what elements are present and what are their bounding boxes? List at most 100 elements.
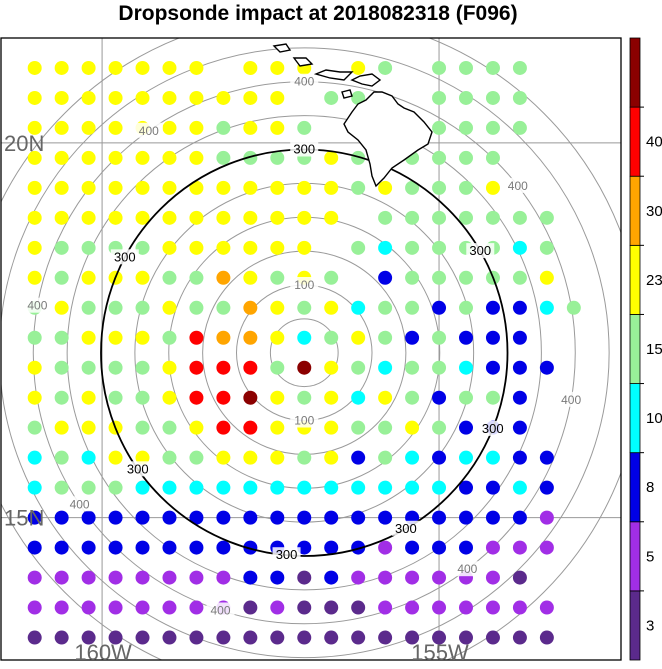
impact-point [243,210,258,225]
impact-point [108,90,123,105]
impact-point [81,60,96,75]
impact-point [270,330,285,345]
impact-point [27,570,42,585]
ring-label-bg [206,602,235,618]
range-ring [269,318,339,388]
impact-point [459,480,473,495]
impact-point [297,390,312,405]
impact-point [81,150,96,165]
impact-point [216,210,231,225]
impact-point [270,450,285,465]
impact-point [351,450,366,465]
impact-point [512,420,527,435]
impact-point [216,510,231,525]
impact-point [512,270,527,285]
impact-point [351,150,366,165]
colorbar-label: 3 [646,617,654,634]
impact-point [243,360,258,375]
impact-point [27,390,42,405]
impact-point [270,300,285,315]
ring-label-bg [65,496,94,512]
ring-label-bg [453,561,482,577]
impact-point [54,360,69,375]
impact-point [162,390,177,405]
impact-point [351,540,366,555]
impact-point [378,300,393,315]
impact-point [485,600,500,615]
impact-point [189,480,204,495]
impact-point [297,330,312,345]
impact-point [135,270,150,285]
ring-label: 400 [139,124,159,138]
impact-point [351,630,366,645]
ring-label-300: 300 [127,461,149,476]
impact-point [351,390,366,405]
impact-point [27,510,42,525]
impact-point [27,450,42,465]
impact-point [324,270,339,285]
impact-point [108,210,123,225]
impact-point [243,630,258,645]
impact-point [297,360,312,375]
impact-point [405,390,420,405]
impact-point [432,420,447,435]
impact-point [108,300,123,315]
impact-point [189,60,204,75]
impact-point [243,390,258,405]
impact-point [405,180,420,195]
impact-point [216,570,231,585]
impact-point [459,540,473,555]
impact-point [378,600,393,615]
impact-point [27,240,42,255]
impact-point [108,390,123,405]
impact-point [459,150,473,165]
impact-point [324,600,339,615]
impact-point [324,540,339,555]
impact-point [459,270,473,285]
impact-point [539,360,554,375]
impact-point [485,540,500,555]
impact-point [162,570,177,585]
colorbar-label: 40 [646,134,662,151]
impact-point [378,60,393,75]
impact-point [459,300,473,315]
impact-point [54,150,69,165]
impact-point [27,90,42,105]
impact-point [485,120,500,135]
ring-label: 400 [457,562,477,576]
impact-point [432,90,447,105]
impact-point [27,330,42,345]
impact-point [189,120,204,135]
colorbar-swatch [629,521,641,592]
ring-label-bg [466,243,495,259]
impact-point [189,330,204,345]
impact-point [405,300,420,315]
ring-label-bg [272,547,301,563]
impact-point [297,210,312,225]
ring-label-300: 300 [293,141,315,156]
impact-point [162,240,177,255]
impact-point [378,540,393,555]
impact-point [270,600,285,615]
impact-point [297,450,312,465]
impact-point [162,420,177,435]
impact-point [108,180,123,195]
impact-point [27,360,42,375]
impact-point [243,240,258,255]
colorbar-label: 8 [646,479,654,496]
impact-point [162,120,177,135]
ring-label-bg [503,177,532,193]
impact-point [539,600,554,615]
impact-point [512,510,527,525]
ring-label: 400 [294,75,314,89]
impact-point [27,630,42,645]
impact-point [243,300,258,315]
impact-point [485,90,500,105]
impact-point [512,210,527,225]
ring-label-bg [123,461,152,477]
impact-point [270,480,285,495]
colorbar-swatch [629,590,641,661]
impact-point [216,390,231,405]
impact-point [243,480,258,495]
